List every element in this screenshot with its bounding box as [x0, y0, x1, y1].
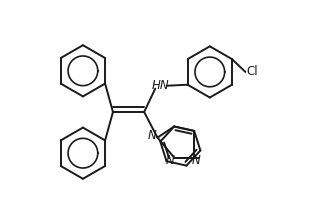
Text: N: N — [147, 129, 156, 142]
Text: N: N — [192, 155, 200, 168]
Text: Cl: Cl — [247, 65, 258, 78]
Text: HN: HN — [152, 79, 170, 92]
Text: N: N — [165, 155, 174, 168]
